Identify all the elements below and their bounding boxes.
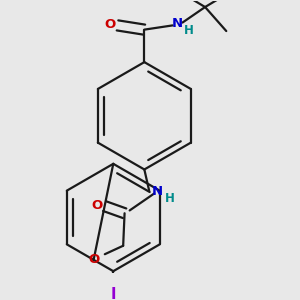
Text: N: N bbox=[172, 17, 183, 30]
Text: H: H bbox=[184, 24, 194, 37]
Text: N: N bbox=[152, 185, 163, 198]
Text: O: O bbox=[91, 199, 103, 212]
Text: O: O bbox=[104, 18, 115, 31]
Text: H: H bbox=[165, 192, 175, 205]
Text: O: O bbox=[89, 253, 100, 266]
Text: I: I bbox=[110, 287, 116, 300]
